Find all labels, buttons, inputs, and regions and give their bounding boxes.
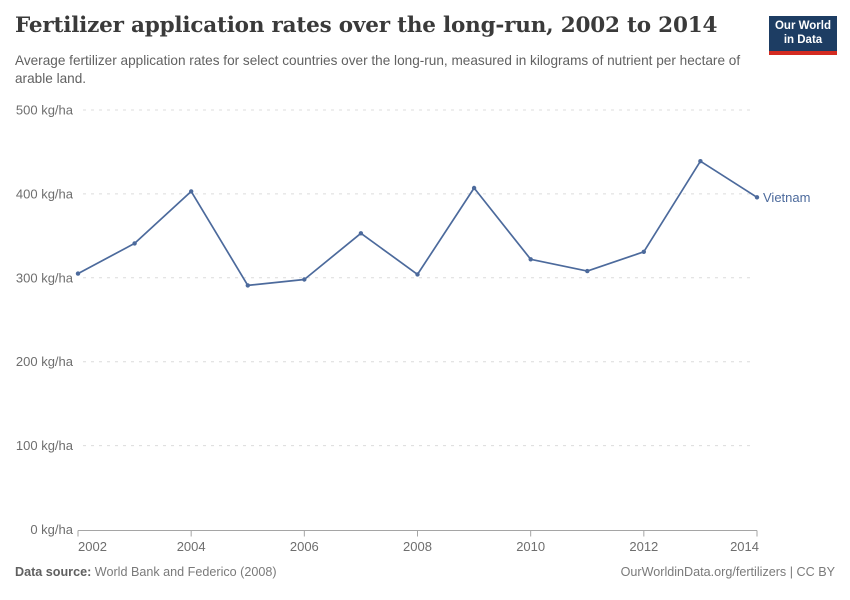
page-title: Fertilizer application rates over the lo… <box>15 13 718 38</box>
series-line-vietnam[interactable] <box>77 160 758 287</box>
x-axis-tick-label: 2010 <box>516 539 545 554</box>
x-axis-tick-label: 2006 <box>290 539 319 554</box>
data-point-marker[interactable] <box>698 159 703 164</box>
data-point-marker[interactable] <box>302 277 307 282</box>
data-point-marker[interactable] <box>528 257 533 262</box>
x-axis-tick-label: 2004 <box>177 539 206 554</box>
data-source-note: Data source: World Bank and Federico (20… <box>15 565 277 579</box>
chart-subtitle: Average fertilizer application rates for… <box>15 53 741 87</box>
credit-link[interactable]: OurWorldinData.org/fertilizers | CC BY <box>620 565 835 579</box>
x-axis-tick-label: 2008 <box>403 539 432 554</box>
data-point-marker[interactable] <box>132 241 137 246</box>
data-point-marker[interactable] <box>189 189 194 194</box>
x-axis-tick-label: 2012 <box>629 539 658 554</box>
data-point-marker[interactable] <box>75 271 81 276</box>
series-label-vietnam[interactable]: Vietnam <box>763 190 810 205</box>
chart-footer: Data source: World Bank and Federico (20… <box>15 565 835 579</box>
data-point-marker[interactable] <box>585 268 590 274</box>
data-source-text: World Bank and Federico (2008) <box>91 565 277 579</box>
data-point-marker[interactable] <box>245 283 250 288</box>
y-axis-tick-label: 0 kg/ha <box>30 522 73 537</box>
data-point-marker[interactable] <box>358 231 364 236</box>
owid-logo[interactable]: Our World in Data <box>769 16 837 56</box>
x-axis-tick-label: 2002 <box>78 539 107 554</box>
data-point-marker[interactable] <box>641 249 646 254</box>
x-axis-tick-label: 2014 <box>730 539 759 554</box>
y-axis-tick-label: 400 kg/ha <box>16 186 74 201</box>
data-point-marker[interactable] <box>471 185 477 191</box>
y-axis-tick-label: 500 kg/ha <box>16 103 74 118</box>
owid-logo-line2: in Data <box>783 33 823 46</box>
y-axis-tick-label: 100 kg/ha <box>16 438 74 453</box>
owid-logo-line1: Our World <box>774 20 831 32</box>
data-point-marker[interactable] <box>415 272 420 277</box>
data-source-label: Data source: <box>15 565 92 579</box>
data-point-marker[interactable] <box>754 195 760 200</box>
y-axis-tick-label: 200 kg/ha <box>16 354 74 369</box>
y-axis-tick-label: 300 kg/ha <box>16 270 74 285</box>
